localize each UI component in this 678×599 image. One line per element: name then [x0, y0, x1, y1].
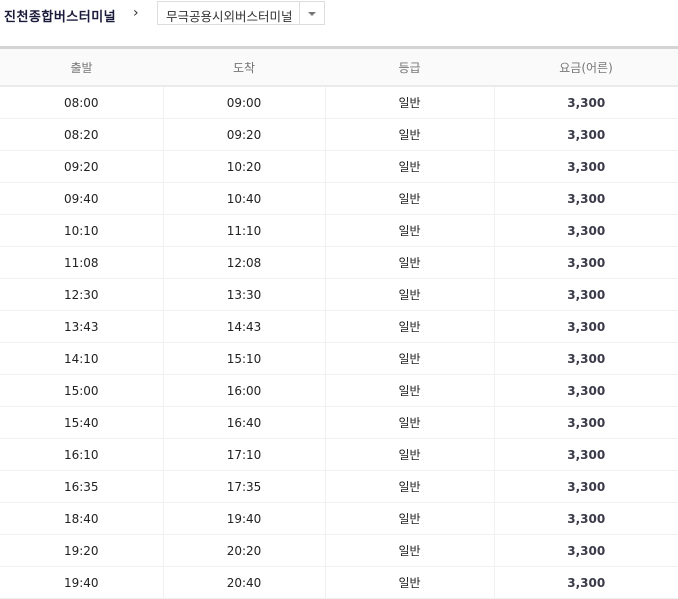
departure-time: 18:40	[0, 502, 164, 535]
fare: 3,300	[494, 150, 678, 183]
grade: 일반	[325, 342, 495, 375]
departure-time: 10:10	[0, 214, 164, 247]
table-row: 08:00 09:00 일반 3,300	[0, 86, 678, 119]
col-fare: 요금(어른)	[494, 47, 678, 87]
fare: 3,300	[494, 214, 678, 247]
departure-time: 09:20	[0, 150, 164, 183]
destination-select[interactable]: 무극공용시외버스터미널	[157, 1, 325, 25]
arrival-time: 11:10	[163, 214, 326, 247]
departure-time: 14:10	[0, 342, 164, 375]
table-row: 12:30 13:30 일반 3,300	[0, 278, 678, 311]
table-row: 15:00 16:00 일반 3,300	[0, 374, 678, 407]
departure-time: 08:00	[0, 86, 164, 119]
arrival-time: 17:35	[163, 470, 326, 503]
table-row: 08:20 09:20 일반 3,300	[0, 118, 678, 151]
grade: 일반	[325, 246, 495, 279]
table-row: 16:10 17:10 일반 3,300	[0, 438, 678, 471]
table-row: 15:40 16:40 일반 3,300	[0, 406, 678, 439]
arrival-time: 13:30	[163, 278, 326, 311]
table-row: 10:10 11:10 일반 3,300	[0, 214, 678, 247]
col-arrival: 도착	[163, 47, 325, 87]
grade: 일반	[325, 470, 495, 503]
departure-time: 15:40	[0, 406, 164, 439]
route-header: 진천종합버스터미널 › 무극공용시외버스터미널	[0, 0, 678, 30]
grade: 일반	[325, 86, 495, 119]
table-row: 18:40 19:40 일반 3,300	[0, 502, 678, 535]
fare: 3,300	[494, 182, 678, 215]
departure-time: 08:20	[0, 118, 164, 151]
departure-time: 13:43	[0, 310, 164, 343]
fare: 3,300	[494, 118, 678, 151]
timetable: 출발 도착 등급 요금(어른) 08:00 09:00 일반 3,300 08:20 09…	[0, 46, 678, 599]
origin-terminal: 진천종합버스터미널	[4, 10, 117, 25]
grade: 일반	[325, 374, 495, 407]
table-header: 출발 도착 등급 요금(어른)	[0, 47, 678, 87]
table-row: 09:40 10:40 일반 3,300	[0, 182, 678, 215]
arrival-time: 15:10	[163, 342, 326, 375]
destination-value: 무극공용시외버스터미널	[166, 9, 293, 24]
fare: 3,300	[494, 374, 678, 407]
arrival-time: 09:00	[163, 86, 326, 119]
chevron-right-icon: ›	[133, 5, 139, 21]
table-row: 19:20 20:20 일반 3,300	[0, 534, 678, 567]
fare: 3,300	[494, 470, 678, 503]
arrival-time: 16:40	[163, 406, 326, 439]
col-departure: 출발	[0, 47, 163, 87]
grade: 일반	[325, 534, 495, 567]
grade: 일반	[325, 310, 495, 343]
fare: 3,300	[494, 246, 678, 279]
table-row: 09:20 10:20 일반 3,300	[0, 150, 678, 183]
arrival-time: 10:40	[163, 182, 326, 215]
fare: 3,300	[494, 438, 678, 471]
departure-time: 12:30	[0, 278, 164, 311]
grade: 일반	[325, 182, 495, 215]
departure-time: 19:20	[0, 534, 164, 567]
departure-time: 16:10	[0, 438, 164, 471]
table-row: 13:43 14:43 일반 3,300	[0, 310, 678, 343]
departure-time: 11:08	[0, 246, 164, 279]
fare: 3,300	[494, 278, 678, 311]
fare: 3,300	[494, 502, 678, 535]
arrival-time: 20:20	[163, 534, 326, 567]
fare: 3,300	[494, 342, 678, 375]
table-row: 16:35 17:35 일반 3,300	[0, 470, 678, 503]
table-row: 14:10 15:10 일반 3,300	[0, 342, 678, 375]
grade: 일반	[325, 502, 495, 535]
arrival-time: 14:43	[163, 310, 326, 343]
fare: 3,300	[494, 534, 678, 567]
grade: 일반	[325, 438, 495, 471]
col-grade: 등급	[325, 47, 494, 87]
fare: 3,300	[494, 406, 678, 439]
arrival-time: 16:00	[163, 374, 326, 407]
fare: 3,300	[494, 310, 678, 343]
grade: 일반	[325, 214, 495, 247]
arrival-time: 17:10	[163, 438, 326, 471]
table-row: 11:08 12:08 일반 3,300	[0, 246, 678, 279]
grade: 일반	[325, 118, 495, 151]
dropdown-arrow-icon[interactable]	[299, 2, 324, 24]
fare: 3,300	[494, 86, 678, 119]
grade: 일반	[325, 278, 495, 311]
arrival-time: 19:40	[163, 502, 326, 535]
grade: 일반	[325, 150, 495, 183]
departure-time: 16:35	[0, 470, 164, 503]
arrival-time: 10:20	[163, 150, 326, 183]
departure-time: 09:40	[0, 182, 164, 215]
departure-time: 15:00	[0, 374, 164, 407]
grade: 일반	[325, 406, 495, 439]
arrival-time: 09:20	[163, 118, 326, 151]
arrival-time: 12:08	[163, 246, 326, 279]
